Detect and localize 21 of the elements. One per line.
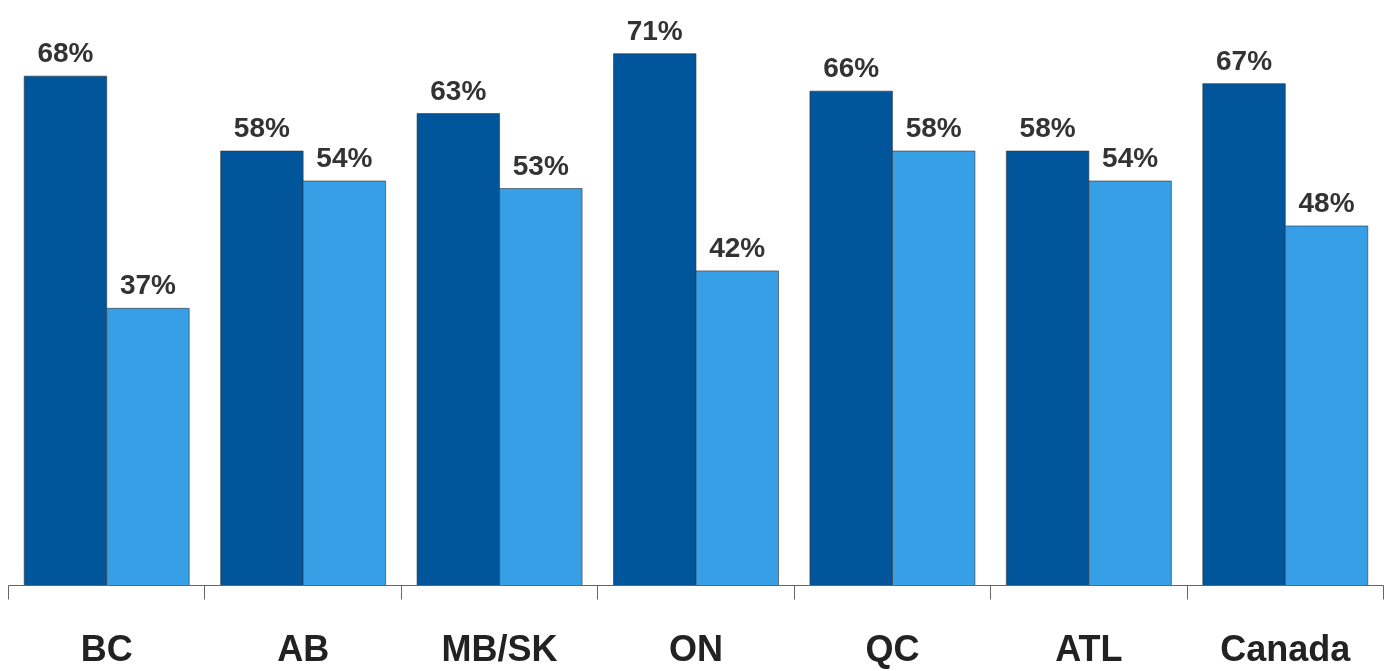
x-tick-label: BC — [80, 627, 133, 669]
data-label: 48% — [1298, 186, 1355, 218]
x-tick-label: QC — [865, 627, 920, 669]
data-label: 42% — [709, 231, 766, 263]
data-label: 67% — [1216, 44, 1273, 76]
data-label: 66% — [823, 52, 880, 84]
data-label: 37% — [119, 269, 177, 301]
data-label: 58% — [1019, 112, 1076, 144]
data-label: 68% — [37, 37, 94, 69]
x-tick-label: MB/SK — [441, 627, 558, 669]
data-label: 54% — [1102, 142, 1159, 174]
data-label: 58% — [905, 112, 962, 144]
data-label: 53% — [512, 149, 569, 181]
x-tick-label: ON — [669, 627, 723, 669]
x-tick-label: AB — [277, 627, 330, 669]
data-label: 58% — [233, 112, 291, 144]
x-tick-label: Canada — [1220, 627, 1352, 669]
data-label: 54% — [316, 142, 373, 174]
data-label: 71% — [626, 14, 683, 46]
x-tick-label: ATL — [1055, 627, 1123, 669]
data-label: 63% — [430, 74, 487, 106]
